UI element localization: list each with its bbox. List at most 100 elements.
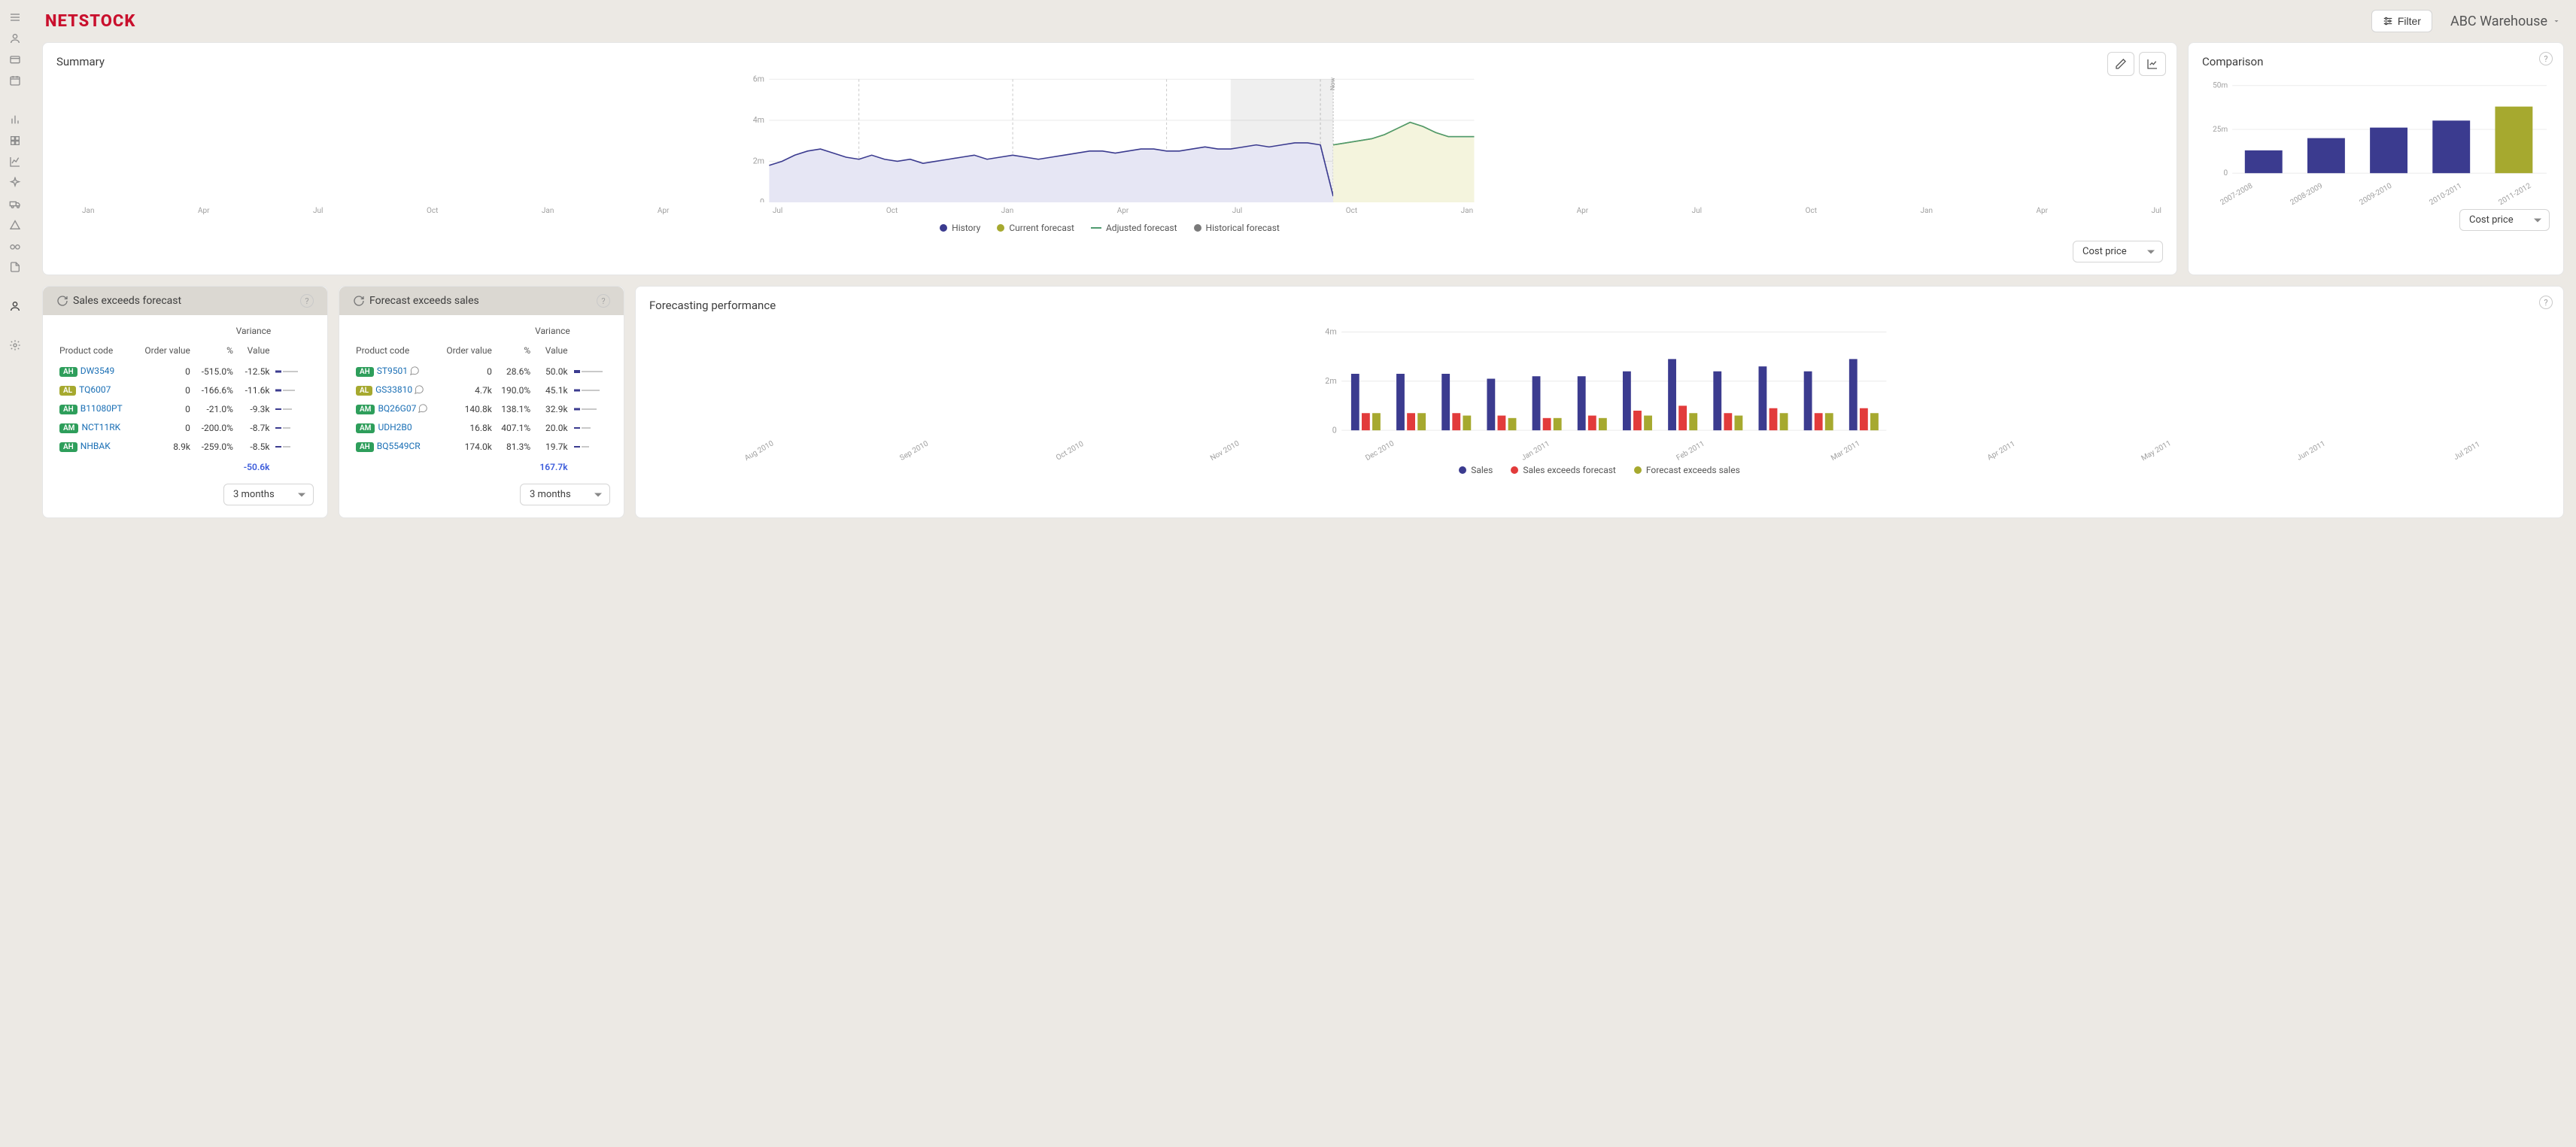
order-value: 174.0k	[439, 437, 495, 456]
help-icon[interactable]: ?	[2539, 296, 2553, 309]
sidebar-item-grid[interactable]	[4, 131, 26, 150]
sparkline	[571, 418, 610, 437]
table-row: AHST9501 0 28.6% 50.0k	[353, 362, 610, 381]
variance-pct: -259.0%	[193, 437, 236, 456]
legend-item[interactable]: Sales exceeds forecast	[1511, 465, 1616, 475]
sidebar-item-menu[interactable]	[4, 8, 26, 27]
sparkline	[272, 362, 314, 381]
card-icon	[9, 53, 21, 65]
product-link[interactable]: NCT11RK	[81, 422, 120, 432]
variance-pct: 190.0%	[495, 381, 533, 399]
sidebar-item-triangle[interactable]	[4, 215, 26, 235]
sidebar-item-glasses[interactable]	[4, 236, 26, 256]
sidebar-item-person-dark[interactable]	[4, 296, 26, 316]
sparkline	[571, 362, 610, 381]
sales-exceeds-title: Sales exceeds forecast	[73, 295, 181, 307]
product-link[interactable]: DW3549	[80, 366, 115, 376]
sparkline	[272, 399, 314, 418]
sidebar-item-user[interactable]	[4, 29, 26, 48]
help-icon[interactable]: ?	[597, 294, 610, 308]
sales-exceeds-period-select[interactable]: 3 months	[223, 484, 314, 505]
svg-text:25m: 25m	[2213, 126, 2228, 134]
table-row: ALGS33810 4.7k 190.0% 45.1k	[353, 381, 610, 399]
help-icon[interactable]: ?	[300, 294, 314, 308]
summary-x-axis: JanAprJulOctJanAprJulOctJanAprJulOctJanA…	[56, 205, 2163, 215]
comparison-x-axis: 2007-20082008-20092009-20102010-20112011…	[2202, 190, 2550, 199]
svg-text:2m: 2m	[753, 156, 764, 166]
forecast-exceeds-title: Forecast exceeds sales	[369, 295, 479, 307]
location-badge: AL	[356, 386, 372, 396]
variance-value: -12.5k	[236, 362, 273, 381]
sidebar-item-line-chart[interactable]	[4, 152, 26, 171]
variance-pct: 407.1%	[495, 418, 533, 437]
product-link[interactable]: B11080PT	[80, 403, 123, 414]
user-icon	[9, 32, 21, 44]
location-badge: AH	[59, 442, 77, 452]
legend-item[interactable]: History	[940, 223, 980, 233]
sidebar-item-bar-chart[interactable]	[4, 110, 26, 129]
product-link[interactable]: TQ6007	[79, 384, 111, 395]
warehouse-select[interactable]: ABC Warehouse	[2450, 14, 2561, 29]
summary-metric-select[interactable]: Cost price	[2073, 241, 2163, 262]
product-link[interactable]: GS33810	[375, 384, 412, 395]
sales-exceeds-table: VarianceProduct codeOrder value%Value AH…	[56, 323, 314, 476]
svg-text:Now: Now	[1329, 77, 1337, 90]
variance-pct: 81.3%	[495, 437, 533, 456]
product-link[interactable]: UDH2B0	[378, 422, 412, 432]
location-badge: AM	[356, 423, 375, 433]
sidebar-item-calendar[interactable]	[4, 71, 26, 90]
menu-icon	[9, 11, 21, 23]
variance-value: 45.1k	[533, 381, 570, 399]
variance-pct: -200.0%	[193, 418, 236, 437]
forecast-exceeds-period-select[interactable]: 3 months	[520, 484, 610, 505]
sales-exceeds-card: Sales exceeds forecast ? VarianceProduct…	[42, 286, 328, 518]
forecast-perf-card: Forecasting performance ? 02m4m Aug 2010…	[635, 286, 2564, 518]
variance-value: 19.7k	[533, 437, 570, 456]
refresh-icon[interactable]	[56, 295, 68, 307]
comparison-chart: 025m50m	[2202, 77, 2550, 190]
product-link[interactable]: NHBAK	[80, 441, 111, 451]
svg-text:2m: 2m	[1325, 376, 1336, 386]
table-row: AMNCT11RK 0 -200.0% -8.7k	[56, 418, 314, 437]
sidebar-item-file[interactable]	[4, 257, 26, 277]
sidebar-item-truck[interactable]	[4, 194, 26, 214]
variance-pct: -21.0%	[193, 399, 236, 418]
product-link[interactable]: BQ5549CR	[377, 441, 421, 451]
forecast-perf-title: Forecasting performance	[649, 299, 2550, 312]
product-link[interactable]: BQ26G07	[378, 403, 416, 414]
legend-item[interactable]: Adjusted forecast	[1091, 223, 1177, 233]
comparison-card: Comparison ? 025m50m 2007-20082008-20092…	[2188, 42, 2564, 275]
order-value: 0	[135, 418, 193, 437]
filter-button[interactable]: Filter	[2371, 10, 2432, 32]
forecast-exceeds-period-value: 3 months	[530, 489, 571, 500]
refresh-icon[interactable]	[353, 295, 365, 307]
topbar: NETSTOCK Filter ABC Warehouse	[30, 0, 2576, 42]
product-link[interactable]: ST9501	[377, 366, 408, 376]
edit-button[interactable]	[2107, 52, 2134, 76]
variance-pct: -515.0%	[193, 362, 236, 381]
variance-value: 50.0k	[533, 362, 570, 381]
truck-icon	[9, 198, 21, 210]
order-value: 0	[135, 362, 193, 381]
order-value: 0	[135, 399, 193, 418]
legend-item[interactable]: Current forecast	[997, 223, 1074, 233]
variance-pct: 138.1%	[495, 399, 533, 418]
comparison-metric-select[interactable]: Cost price	[2459, 209, 2550, 231]
location-badge: AL	[59, 386, 76, 396]
sales-exceeds-period-value: 3 months	[233, 489, 275, 500]
sidebar-item-gear[interactable]	[4, 335, 26, 355]
sidebar-item-card[interactable]	[4, 50, 26, 69]
legend-item[interactable]: Historical forecast	[1194, 223, 1280, 233]
order-value: 16.8k	[439, 418, 495, 437]
location-badge: AH	[356, 442, 374, 452]
line-chart-icon	[9, 156, 21, 168]
order-value: 8.9k	[135, 437, 193, 456]
gear-icon	[9, 339, 21, 351]
sidebar-item-sparkle[interactable]	[4, 173, 26, 193]
chevron-down-icon	[2552, 17, 2561, 26]
table-row: AHNHBAK 8.9k -259.0% -8.5k	[56, 437, 314, 456]
chart-view-button[interactable]	[2139, 52, 2166, 76]
location-badge: AM	[59, 423, 78, 433]
table-row: AMBQ26G07 140.8k 138.1% 32.9k	[353, 399, 610, 418]
help-icon[interactable]: ?	[2539, 52, 2553, 65]
